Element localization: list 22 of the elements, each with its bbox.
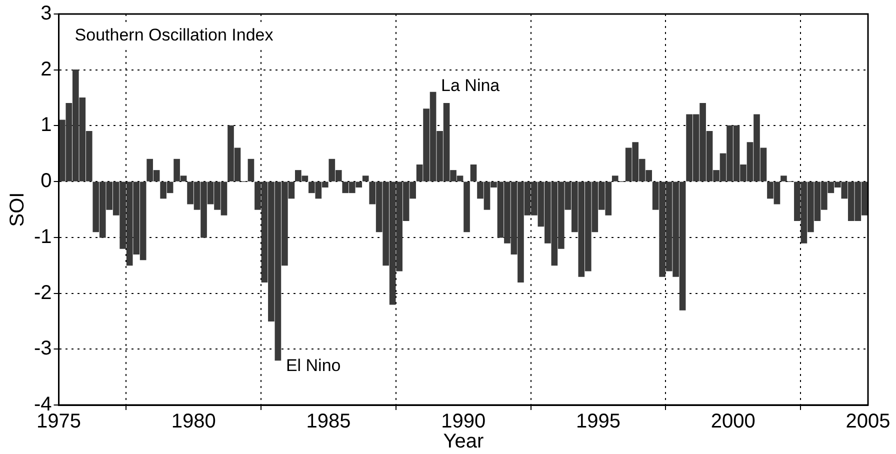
y-tick-label: -1	[34, 226, 52, 248]
y-tick-label: 2	[40, 58, 52, 80]
y-tick-label: 0	[40, 170, 52, 192]
bar	[464, 182, 470, 232]
bar	[470, 164, 477, 182]
annotation: El Nino	[286, 356, 341, 375]
y-tick-label: 1	[40, 114, 52, 136]
x-tick-label: 2000	[710, 410, 756, 433]
x-tick-label: 1990	[441, 410, 486, 433]
y-tick-label: 3	[40, 2, 52, 25]
bar	[362, 176, 369, 182]
x-tick-label: 2005	[846, 410, 890, 433]
x-tick-label: 1975	[36, 410, 82, 433]
annotation: La Nina	[441, 76, 500, 95]
x-axis-title: Year	[443, 430, 484, 453]
x-tick-label: 1980	[171, 410, 216, 433]
x-tick-label: 1985	[306, 410, 351, 433]
annotation: Southern Oscillation Index	[74, 26, 274, 45]
y-tick-label: -3	[34, 338, 52, 360]
x-tick-label: 1995	[576, 410, 621, 433]
y-tick-label: -2	[34, 282, 52, 304]
y-axis-title: SOI	[6, 192, 29, 227]
